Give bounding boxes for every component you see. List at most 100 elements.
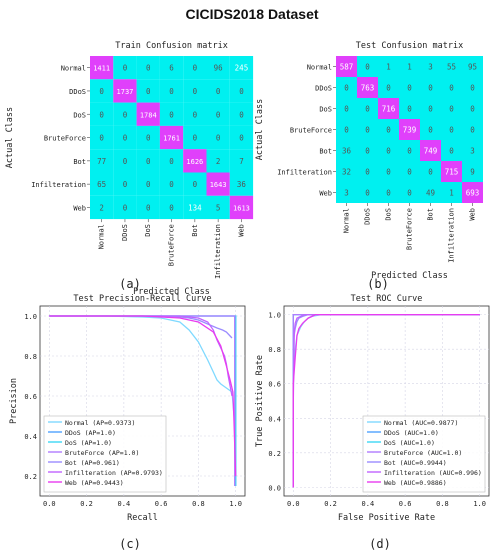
heatmap-cell-value: 32 bbox=[342, 168, 351, 177]
heatmap-cell bbox=[336, 56, 357, 77]
heatmap-cell bbox=[378, 98, 399, 119]
heatmap-cell-value: 0 bbox=[449, 126, 454, 135]
heatmap-cell bbox=[136, 149, 160, 173]
heatmap-xtick-label: Infilteration bbox=[448, 208, 456, 263]
heatmap-cell bbox=[441, 161, 462, 182]
heatmap-cell bbox=[183, 149, 207, 173]
heatmap-cell-value: 749 bbox=[424, 147, 438, 156]
heatmap-cell bbox=[357, 119, 378, 140]
ytick-label: 0.6 bbox=[268, 381, 281, 389]
heatmap-ytick-label: BruteForce bbox=[44, 135, 86, 143]
heatmap-cell-value: 0 bbox=[365, 105, 370, 114]
heatmap-cell bbox=[420, 119, 441, 140]
heatmap-ytick-label: BruteForce bbox=[290, 127, 332, 135]
heatmap-cell bbox=[336, 77, 357, 98]
heatmap-cell bbox=[420, 98, 441, 119]
heatmap-cell-value: 0 bbox=[386, 168, 391, 177]
heatmap-cell-value: 6 bbox=[169, 64, 174, 73]
heatmap-cell-value: 0 bbox=[428, 126, 433, 135]
heatmap-cell bbox=[378, 77, 399, 98]
heatmap-cell bbox=[136, 79, 160, 103]
heatmap-cell-value: 0 bbox=[365, 189, 370, 198]
heatmap-cell-value: 0 bbox=[386, 147, 391, 156]
heatmap-cell-value: 3 bbox=[344, 189, 349, 198]
panel-label: (c) bbox=[119, 537, 141, 551]
heatmap-cell-value: 0 bbox=[99, 110, 104, 119]
heatmap-cell-value: 0 bbox=[428, 105, 433, 114]
ytick-label: 0.4 bbox=[24, 433, 37, 441]
heatmap-xlabel: Predicted Class bbox=[371, 271, 448, 281]
heatmap-cell-value: 0 bbox=[146, 87, 151, 96]
xtick-label: 0.6 bbox=[399, 500, 412, 508]
heatmap-cell bbox=[462, 140, 483, 161]
heatmap-ytick-label: Infilteration bbox=[31, 181, 86, 189]
heatmap-cell bbox=[113, 149, 137, 173]
heatmap-cell-value: 0 bbox=[146, 134, 151, 143]
heatmap-cell bbox=[159, 149, 184, 173]
heatmap-xtick-label: Web bbox=[469, 208, 477, 221]
heatmap-cell bbox=[462, 119, 483, 140]
heatmap-ytick-label: Normal bbox=[307, 64, 332, 72]
heatmap-cell-value: 1643 bbox=[210, 181, 227, 189]
heatmap-cell-value: 77 bbox=[97, 157, 106, 166]
heatmap-cell-value: 2 bbox=[216, 157, 221, 166]
legend-label: Web (AUC=0.9886) bbox=[384, 479, 447, 487]
heatmap-cell-value: 0 bbox=[193, 134, 198, 143]
heatmap-cell bbox=[336, 140, 357, 161]
heatmap-cell bbox=[462, 98, 483, 119]
heatmap-ytick-label: DDoS bbox=[69, 88, 86, 96]
xtick-label: 0.6 bbox=[155, 500, 168, 508]
heatmap-cell bbox=[206, 195, 230, 220]
heatmap-cell bbox=[357, 182, 378, 203]
figure-title: CICIDS2018 Dataset bbox=[185, 6, 319, 22]
heatmap-cell bbox=[113, 195, 137, 220]
heatmap-cell bbox=[378, 182, 399, 203]
heatmap-cell-value: 1784 bbox=[140, 111, 157, 119]
heatmap-cell-value: 0 bbox=[169, 87, 174, 96]
heatmap-cell bbox=[336, 182, 357, 203]
panel-label: (b) bbox=[367, 277, 389, 291]
heatmap-cell bbox=[183, 172, 207, 196]
heatmap-cell-value: 0 bbox=[344, 126, 349, 135]
xtick-label: 0.0 bbox=[43, 500, 56, 508]
heatmap-cell-value: 0 bbox=[365, 147, 370, 156]
heatmap-cell bbox=[441, 119, 462, 140]
ytick-label: 1.0 bbox=[268, 312, 281, 320]
heatmap-cell bbox=[90, 102, 114, 126]
heatmap-ytick-label: DoS bbox=[73, 111, 86, 119]
heatmap-cell-value: 0 bbox=[169, 180, 174, 189]
heatmap-cell-value: 0 bbox=[123, 134, 128, 143]
xtick-label: 0.8 bbox=[436, 500, 449, 508]
heatmap-ytick-label: DoS bbox=[319, 106, 332, 114]
plot-title: Test Precision-Recall Curve bbox=[73, 294, 211, 304]
heatmap-cell bbox=[378, 119, 399, 140]
heatmap-cell bbox=[399, 98, 420, 119]
heatmap-cell bbox=[206, 79, 230, 103]
heatmap-xlabel: Predicted Class bbox=[133, 287, 210, 297]
heatmap-cell bbox=[462, 56, 483, 77]
heatmap-ytick-label: Bot bbox=[73, 158, 86, 166]
heatmap-xtick-label: Normal bbox=[98, 224, 106, 249]
heatmap-cell-value: 7 bbox=[239, 157, 244, 166]
heatmap-ytick-label: Bot bbox=[319, 148, 332, 156]
heatmap-cell-value: 716 bbox=[382, 105, 396, 114]
heatmap-cell-value: 0 bbox=[428, 168, 433, 177]
heatmap-cell-value: 245 bbox=[235, 64, 249, 73]
heatmap-cell bbox=[183, 56, 207, 80]
heatmap-cell-value: 0 bbox=[99, 87, 104, 96]
heatmap-cell-value: 739 bbox=[403, 126, 417, 135]
heatmap-xtick-label: Infilteration bbox=[214, 224, 222, 279]
legend-label: BruteForce (AP=1.0) bbox=[65, 449, 139, 457]
heatmap-cell-value: 95 bbox=[468, 63, 477, 72]
ytick-label: 0.4 bbox=[268, 415, 281, 423]
heatmap-cell-value: 0 bbox=[216, 134, 221, 143]
legend-label: Bot (AUC=0.9944) bbox=[384, 459, 447, 467]
heatmap-cell bbox=[206, 102, 230, 126]
xtick-label: 1.0 bbox=[229, 500, 242, 508]
ytick-label: 0.6 bbox=[24, 393, 37, 401]
heatmap-cell-value: 0 bbox=[449, 105, 454, 114]
legend-label: Normal (AP=0.9373) bbox=[65, 419, 135, 427]
heatmap-cell bbox=[136, 195, 160, 220]
heatmap-cell bbox=[420, 77, 441, 98]
heatmap-cell-value: 0 bbox=[169, 157, 174, 166]
